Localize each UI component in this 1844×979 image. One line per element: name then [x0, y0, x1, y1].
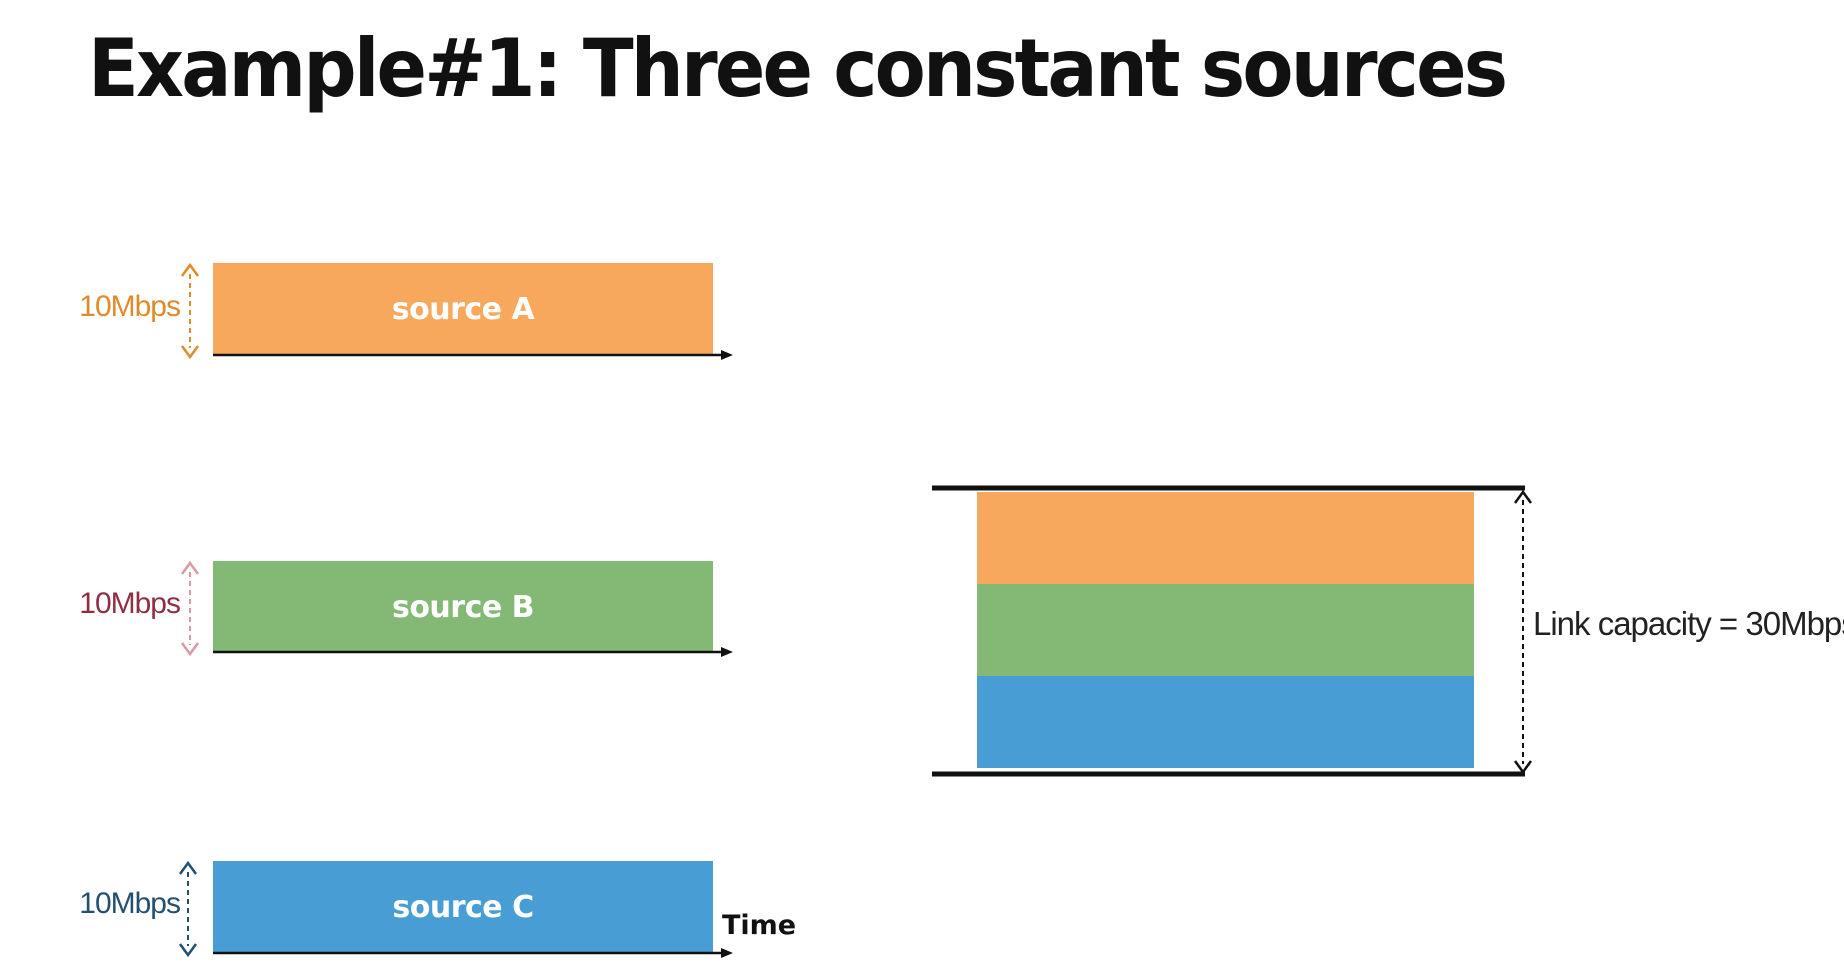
source-c-rate-arrow — [180, 863, 196, 955]
source-a-rate-arrow — [182, 265, 198, 357]
link-capacity-arrow — [1515, 492, 1531, 772]
time-axis-b — [213, 647, 733, 657]
time-axis-c — [213, 948, 733, 958]
time-axis-a — [213, 350, 733, 360]
source-b-rate-arrow — [182, 563, 198, 654]
